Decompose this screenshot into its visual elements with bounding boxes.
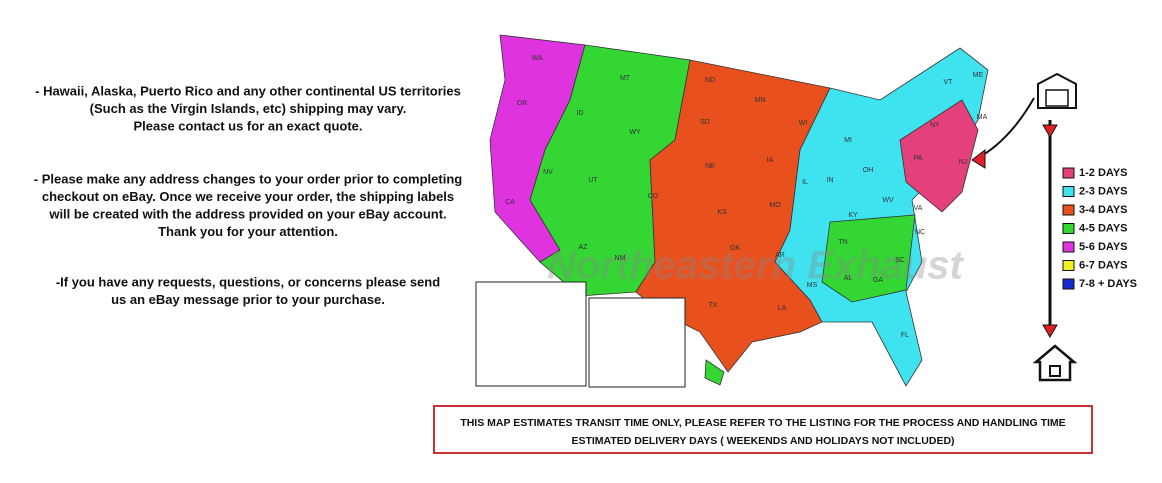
route-arrow [1042,324,1058,338]
state-label: OR [517,100,528,107]
legend-label: 5-6 DAYS [1079,241,1128,253]
legend-swatch [1062,241,1075,253]
disclaimer: THIS MAP ESTIMATES TRANSIT TIME ONLY, PL… [460,417,1065,447]
note-line: Thank you for your attention. [158,224,338,239]
state-label: IA [767,157,774,164]
disclaimer-line: ESTIMATED DELIVERY DAYS ( WEEKENDS AND H… [571,435,954,447]
state-label: LA [778,305,787,312]
notes: - Hawaii, Alaska, Puerto Rico and any ot… [34,83,462,307]
state-label: WY [629,129,641,136]
state-label: IN [827,177,834,184]
state-label: FL [901,332,909,339]
note-line: -If you have any requests, questions, or… [56,274,440,289]
texas-tip [704,359,725,386]
state-label: AR [775,252,785,259]
state-label: KY [848,212,858,219]
state-label: KS [717,209,727,216]
state-label: NM [615,255,626,262]
state-label: CO [648,193,659,200]
home-icon [1032,344,1078,382]
note-line: - Please make any address changes to you… [34,171,462,186]
legend-swatch [1062,278,1075,290]
state-label: MO [769,202,781,209]
warehouse-door [1045,89,1069,107]
state-label: OK [730,245,740,252]
note-line: will be created with the address provide… [48,206,446,221]
state-label: MA [977,114,988,121]
state-label: OH [863,167,874,174]
note-line: us an eBay message prior to your purchas… [111,292,385,307]
alaska-inset [475,281,587,387]
state-label: ME [973,72,984,79]
legend-label: 1-2 DAYS [1079,167,1128,179]
warehouse-icon [1037,72,1077,109]
route-arrow [1042,124,1058,138]
state-label: SC [895,257,905,264]
note-line: Please contact us for an exact quote. [133,118,362,133]
legend-swatch [1062,167,1075,179]
zone-1-2 [899,99,979,213]
state-label: GA [873,277,883,284]
state-label: PA [914,155,923,162]
note-line: checkout on eBay. Once we receive your o… [42,189,454,204]
state-label: MI [844,137,852,144]
state-label: AZ [579,244,589,251]
legend-label: 6-7 DAYS [1079,259,1128,271]
watermark: Northeastern Exhaust [547,244,964,288]
legend-label: 4-5 DAYS [1079,222,1128,234]
state-label: WV [882,197,894,204]
legend-swatch [1062,223,1075,234]
legend-swatch [1062,186,1075,197]
state-label: MS [807,282,818,289]
zone-4-5 [821,214,916,303]
state-label: MN [755,97,766,104]
state-label: TN [838,239,847,246]
state-label: NC [915,229,925,236]
hawaii-inset [588,297,686,388]
state-label: CA [505,199,515,206]
note-line: - Hawaii, Alaska, Puerto Rico and any ot… [35,83,461,98]
state-label: SD [700,119,710,126]
state-label: NJ [959,159,968,166]
state-label: NV [543,169,553,176]
state-label: NY [930,122,940,129]
legend-label: 2-3 DAYS [1079,185,1128,197]
legend: 1-2 DAYS 2-3 DAYS 3-4 DAYS 4-5 DAYS 5-6 DAYS… [1062,167,1137,290]
state-label: MT [620,75,631,82]
legend-swatch [1062,204,1075,216]
disclaimer-box [433,405,1093,454]
state-label: WI [799,120,808,127]
state-label: TX [709,302,718,309]
note-line: (Such as the Virgin Islands, etc) shippi… [90,101,407,116]
state-label: UT [588,177,598,184]
state-label: VT [944,79,954,86]
map: Northeastern Exhaust WA OR CA ID NV MT WY UT AZ NM… [487,34,989,387]
legend-label: 7-8 + DAYS [1079,278,1137,290]
insets [475,281,686,388]
state-label: WA [531,55,542,62]
legend-swatch [1062,260,1075,271]
state-label: IL [802,179,808,186]
state-label: AL [844,275,853,282]
state-label: NE [705,163,715,170]
route-arrow [971,148,986,169]
state-label: ID [577,110,584,117]
disclaimer-line: THIS MAP ESTIMATES TRANSIT TIME ONLY, PL… [460,417,1065,429]
state-label: VA [914,205,923,212]
home-door [1049,365,1061,377]
legend-label: 3-4 DAYS [1079,204,1128,216]
shipping-icons [971,72,1078,382]
state-label: ND [705,77,715,84]
